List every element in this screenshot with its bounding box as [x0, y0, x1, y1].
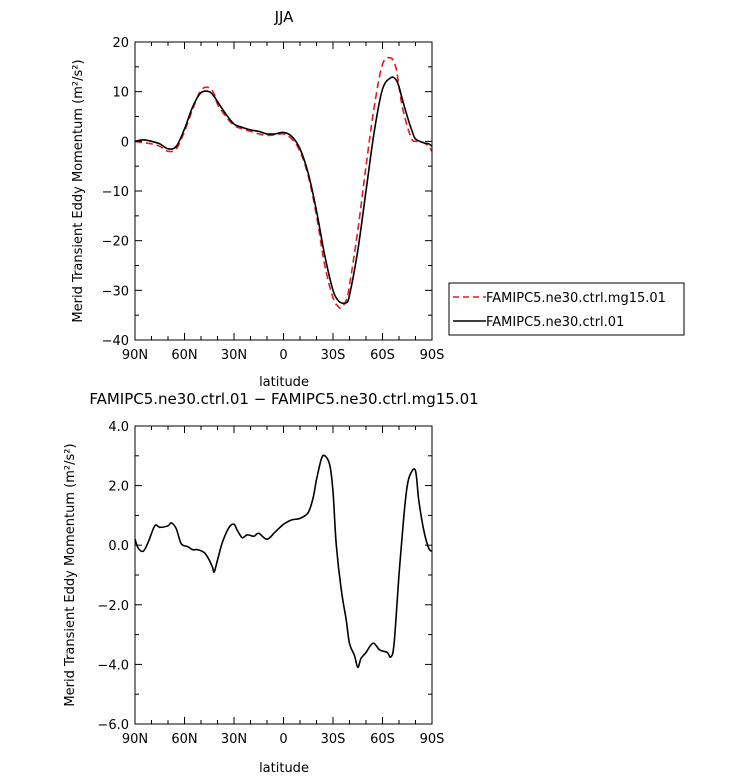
bottom-y-tick-label: −2.0 [97, 599, 129, 614]
top-x-axis-label: latitude [259, 375, 309, 390]
top-y-tick-label: −10 [102, 185, 129, 200]
top-series-line-1 [134, 76, 433, 305]
bottom-x-tick-label: 30S [321, 732, 346, 747]
bottom-x-tick-label: 60N [171, 732, 197, 747]
top-y-tick-label: 0 [121, 135, 129, 150]
top-x-tick-label: 30N [221, 348, 247, 363]
top-x-tick-label: 60N [171, 348, 197, 363]
top-x-tick-label: 90S [420, 348, 445, 363]
bottom-x-tick-label: 90S [420, 732, 445, 747]
bottom-x-tick-label: 60S [370, 732, 395, 747]
legend: FAMIPC5.ne30.ctrl.mg15.01 FAMIPC5.ne30.c… [448, 282, 685, 336]
top-y-tick-label: −40 [102, 334, 129, 349]
top-y-tick-label: −30 [102, 284, 129, 299]
top-series-group [134, 56, 433, 309]
top-plot-frame [134, 41, 433, 341]
bottom-x-axis-label: latitude [259, 761, 309, 776]
top-x-tick-label: 0 [279, 348, 287, 363]
top-panel: JJA 90N 60N 30N 0 30S 60S 90S 20 10 0 −10 −20 −30 −40… [71, 8, 444, 390]
bottom-y-tick-label: 4.0 [108, 420, 129, 435]
bottom-axis-ticks: 90N 60N 30N 0 30S 60S 90S 4.0 2.0 0.0 −2.0 −4.0 −6.0 [97, 420, 444, 747]
top-y-tick-label: 10 [112, 86, 129, 101]
top-x-tick-label: 30S [321, 348, 346, 363]
top-y-tick-label: −20 [102, 235, 129, 250]
legend-label-mg15: FAMIPC5.ne30.ctrl.mg15.01 [486, 291, 666, 306]
top-x-tick-label: 60S [370, 348, 395, 363]
bottom-series-line-0 [134, 454, 433, 669]
legend-box [448, 282, 685, 336]
top-axis-ticks: 90N 60N 30N 0 30S 60S 90S 20 10 0 −10 −20 −30 −40 [102, 36, 445, 363]
top-y-tick-label: 20 [112, 36, 129, 51]
bottom-chart-title: FAMIPC5.ne30.ctrl.01 − FAMIPC5.ne30.ctrl… [89, 390, 478, 408]
bottom-y-tick-label: 0.0 [108, 539, 129, 554]
bottom-y-tick-label: −6.0 [97, 718, 129, 733]
top-x-tick-label: 90N [122, 348, 148, 363]
bottom-panel: FAMIPC5.ne30.ctrl.01 − FAMIPC5.ne30.ctrl… [63, 390, 479, 776]
bottom-plot-frame [134, 425, 433, 725]
bottom-series-group [134, 454, 433, 669]
top-y-axis-label: Merid Transient Eddy Momentum (m²/s²) [71, 59, 86, 322]
bottom-x-tick-label: 30N [221, 732, 247, 747]
top-series-line-0 [134, 56, 433, 309]
bottom-y-tick-label: 2.0 [108, 480, 129, 495]
bottom-y-tick-label: −4.0 [97, 658, 129, 673]
bottom-y-axis-label: Merid Transient Eddy Momentum (m²/s²) [63, 443, 78, 706]
bottom-x-tick-label: 90N [122, 732, 148, 747]
legend-label-ctrl: FAMIPC5.ne30.ctrl.01 [486, 315, 624, 330]
bottom-x-tick-label: 0 [279, 732, 287, 747]
top-chart-title: JJA [274, 8, 295, 26]
